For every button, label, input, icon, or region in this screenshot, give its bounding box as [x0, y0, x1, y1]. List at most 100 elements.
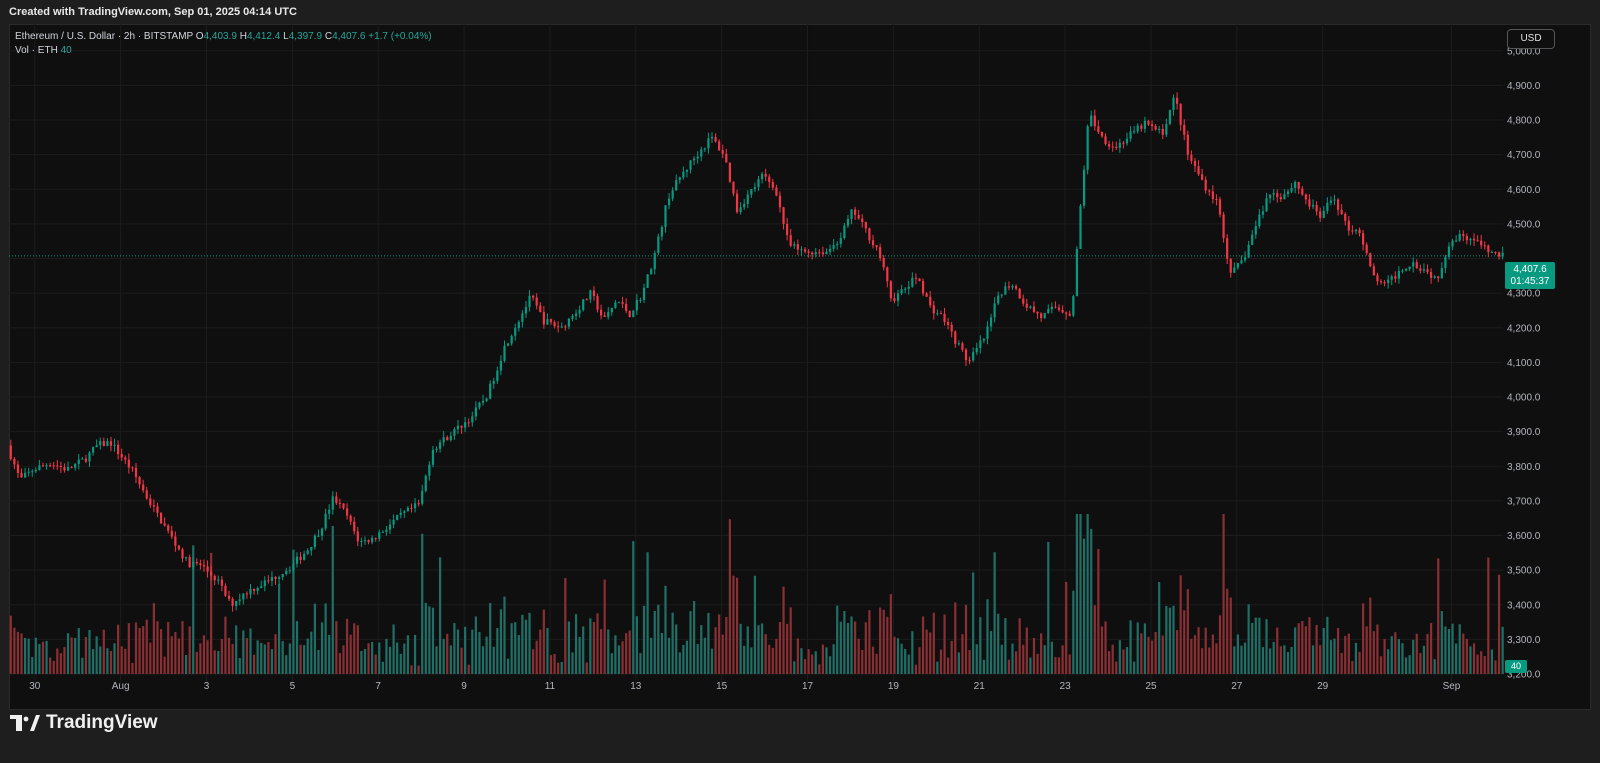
volume-bar — [1379, 656, 1383, 674]
candle-body — [921, 281, 925, 294]
candle-body — [889, 281, 892, 299]
price-chart[interactable]: 5,000.0 4,900.0 4,800.0 4,700.0 4,600.0 4,500… — [9, 24, 1591, 710]
candle-body — [421, 490, 424, 504]
candle-body — [739, 207, 742, 213]
volume-bar — [1197, 627, 1200, 674]
candle-body — [760, 173, 764, 180]
volume-bar — [753, 575, 757, 674]
volume-bar — [406, 635, 410, 674]
volume-bar — [1433, 659, 1436, 674]
time-tick-label: Sep — [1443, 681, 1461, 692]
volume-bar — [1104, 621, 1107, 674]
high-label: H — [239, 31, 247, 42]
volume-bar — [1387, 649, 1390, 674]
currency-button[interactable]: USD — [1507, 29, 1555, 49]
candle-body — [371, 537, 374, 543]
candle-body — [492, 381, 495, 384]
volume-bar — [496, 627, 499, 674]
candle-body — [1208, 190, 1211, 192]
volume-bar — [328, 634, 331, 674]
candle-body — [263, 580, 266, 587]
volume-bar — [617, 645, 621, 674]
volume-bar — [34, 637, 37, 674]
candle-body — [1175, 97, 1179, 104]
candle-body — [936, 313, 939, 315]
volume-bar — [481, 646, 485, 674]
candle-body — [746, 194, 749, 204]
candle-body — [589, 290, 592, 300]
candle-body — [592, 290, 596, 297]
volume-bar — [413, 634, 417, 674]
volume-bar — [1290, 646, 1293, 674]
volume-bar — [1394, 632, 1397, 674]
candle-body — [156, 506, 159, 513]
candle-body — [388, 524, 392, 530]
volume-bar — [800, 648, 803, 674]
volume-bar — [1412, 639, 1415, 674]
volume-bar — [464, 626, 467, 674]
candle-body — [1404, 268, 1408, 271]
candle-body — [1394, 276, 1397, 279]
volume-bar — [131, 662, 134, 674]
volume-bar — [371, 642, 374, 674]
candle-body — [13, 458, 16, 465]
candle-body — [392, 519, 395, 525]
volume-bar — [170, 636, 173, 674]
candle-body — [367, 540, 370, 543]
volume-bar — [385, 638, 388, 674]
volume-bar — [1476, 654, 1479, 674]
candle-body — [131, 467, 134, 469]
candle-body — [260, 586, 263, 588]
candle-body — [1158, 128, 1161, 130]
candle-body — [932, 305, 935, 314]
candle-body — [1025, 303, 1028, 308]
chart-frame[interactable] — [9, 24, 1591, 710]
volume-bar — [861, 649, 864, 674]
candle-body — [1057, 307, 1061, 310]
volume-bar — [367, 643, 370, 674]
candle-body — [52, 465, 55, 467]
volume-bar — [1029, 657, 1032, 674]
time-tick-label: 15 — [716, 681, 728, 692]
candle-body — [832, 245, 835, 249]
candle-body — [1233, 267, 1236, 273]
volume-bar — [95, 636, 98, 674]
volume-bar — [1243, 642, 1247, 674]
volume-bar — [921, 616, 925, 674]
volume-bar — [270, 649, 274, 674]
volume-bar — [1193, 635, 1197, 674]
candle-body — [174, 536, 177, 546]
volume-bar — [63, 647, 66, 674]
volume-bar — [1469, 646, 1472, 674]
candle-body — [607, 312, 610, 318]
volume-bar — [628, 630, 631, 674]
volume-bar — [718, 614, 721, 674]
volume-bar — [435, 646, 438, 674]
candle-body — [1383, 282, 1386, 284]
candle-body — [235, 600, 238, 606]
candle-body — [127, 459, 130, 468]
volume-bar — [506, 658, 510, 674]
tradingview-logo[interactable]: TradingView — [10, 712, 158, 734]
volume-bar — [528, 612, 531, 674]
volume-row: Vol · ETH 40 — [15, 44, 432, 58]
candle-body — [1362, 233, 1365, 245]
candle-body — [1490, 251, 1494, 253]
candle-body — [1276, 193, 1279, 198]
candle-body — [1090, 115, 1093, 127]
candle-body — [574, 313, 578, 316]
candle-body — [56, 465, 59, 467]
candle-body — [1390, 276, 1393, 280]
volume-bar — [260, 642, 263, 674]
volume-bar — [210, 552, 213, 674]
volume-bar — [1140, 633, 1143, 674]
volume-bar — [893, 636, 896, 674]
candle-body — [202, 564, 206, 567]
candle-body — [1014, 285, 1018, 289]
volume-bar — [81, 657, 84, 674]
candle-body — [360, 540, 363, 542]
candle-body — [1183, 124, 1186, 135]
candle-body — [163, 523, 166, 526]
volume-bar — [986, 599, 989, 674]
volume-bar — [467, 664, 470, 674]
